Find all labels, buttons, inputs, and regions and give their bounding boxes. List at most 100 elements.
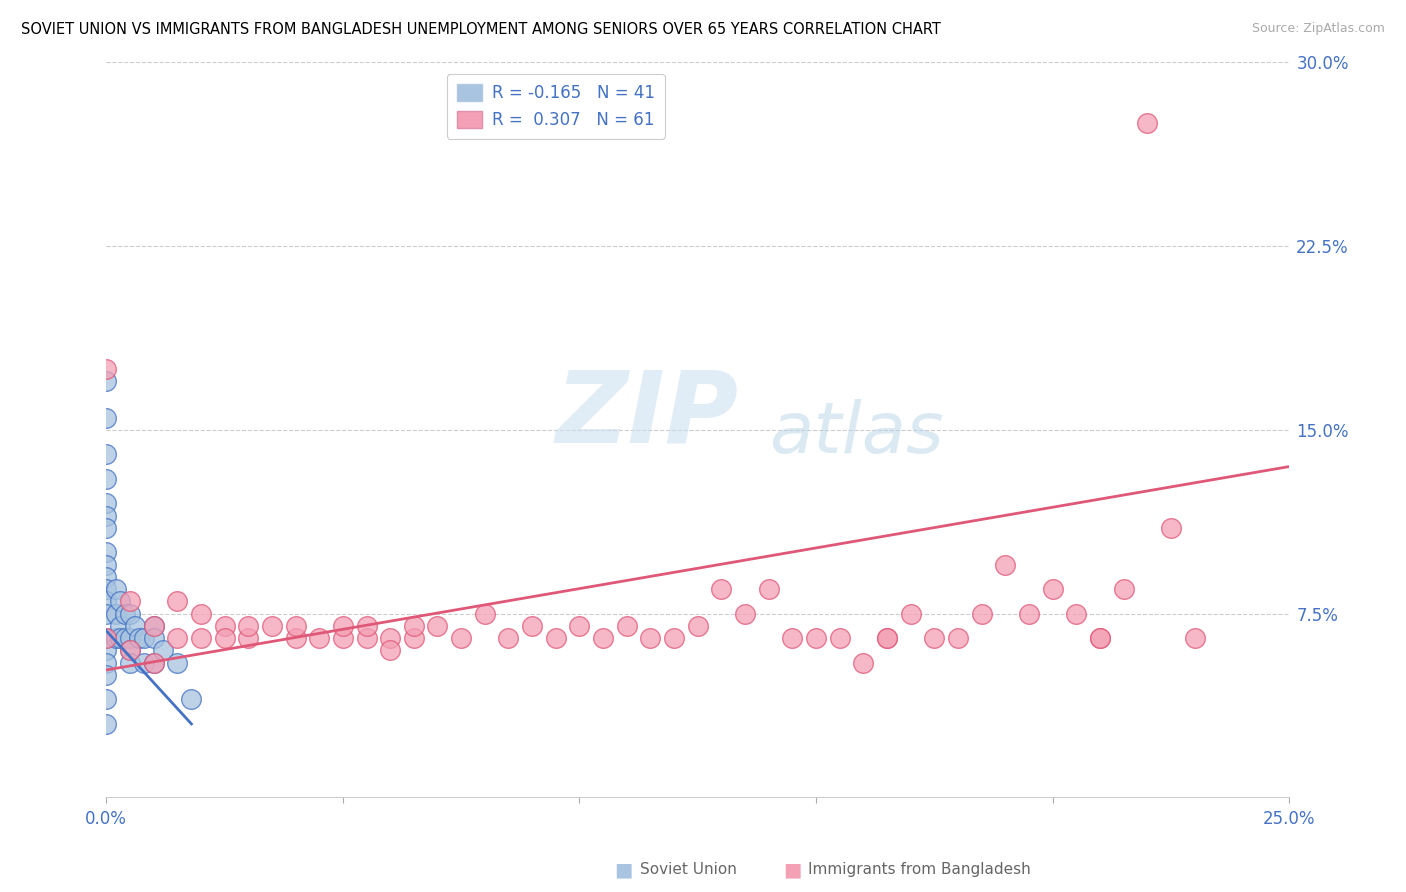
Point xyxy=(544,631,567,645)
Point xyxy=(96,717,118,731)
Point xyxy=(332,619,354,633)
Point xyxy=(734,607,756,621)
Point xyxy=(238,619,260,633)
Point xyxy=(970,607,993,621)
Text: Soviet Union: Soviet Union xyxy=(640,863,737,877)
Point xyxy=(1088,631,1111,645)
Point xyxy=(96,570,118,584)
Point xyxy=(142,619,165,633)
Point xyxy=(96,692,118,706)
Point xyxy=(96,558,118,572)
Point xyxy=(450,631,472,645)
Text: Immigrants from Bangladesh: Immigrants from Bangladesh xyxy=(808,863,1031,877)
Point xyxy=(214,631,236,645)
Point xyxy=(118,594,141,608)
Point xyxy=(96,374,118,388)
Point xyxy=(1088,631,1111,645)
Point xyxy=(474,607,496,621)
Point xyxy=(284,619,307,633)
Point xyxy=(96,496,118,510)
Point xyxy=(96,668,118,682)
Point xyxy=(616,619,638,633)
Point xyxy=(104,582,127,596)
Point xyxy=(592,631,614,645)
Point xyxy=(96,545,118,559)
Point xyxy=(118,643,141,657)
Point xyxy=(782,631,804,645)
Point xyxy=(402,631,425,645)
Point xyxy=(96,521,118,535)
Text: atlas: atlas xyxy=(769,399,943,468)
Point xyxy=(1160,521,1182,535)
Point xyxy=(104,631,127,645)
Point xyxy=(356,631,378,645)
Point xyxy=(426,619,449,633)
Point xyxy=(128,631,150,645)
Point xyxy=(356,619,378,633)
Point xyxy=(142,656,165,670)
Text: ■: ■ xyxy=(614,860,633,880)
Point xyxy=(1184,631,1206,645)
Point xyxy=(96,643,118,657)
Point xyxy=(900,607,922,621)
Text: SOVIET UNION VS IMMIGRANTS FROM BANGLADESH UNEMPLOYMENT AMONG SENIORS OVER 65 YE: SOVIET UNION VS IMMIGRANTS FROM BANGLADE… xyxy=(21,22,941,37)
Point xyxy=(828,631,851,645)
Point xyxy=(1112,582,1135,596)
Point xyxy=(852,656,875,670)
Point xyxy=(758,582,780,596)
Point xyxy=(104,607,127,621)
Point xyxy=(180,692,202,706)
Point xyxy=(96,472,118,486)
Point xyxy=(190,607,212,621)
Point xyxy=(118,607,141,621)
Point xyxy=(96,447,118,461)
Point xyxy=(876,631,898,645)
Point xyxy=(118,656,141,670)
Point xyxy=(568,619,591,633)
Point xyxy=(1136,116,1159,130)
Point xyxy=(662,631,685,645)
Point xyxy=(142,631,165,645)
Point xyxy=(124,619,146,633)
Point xyxy=(378,643,401,657)
Point xyxy=(378,631,401,645)
Point xyxy=(114,607,136,621)
Point xyxy=(142,619,165,633)
Point xyxy=(804,631,827,645)
Point xyxy=(1018,607,1040,621)
Point xyxy=(110,631,132,645)
Point xyxy=(110,619,132,633)
Point xyxy=(238,631,260,645)
Text: ■: ■ xyxy=(783,860,801,880)
Point xyxy=(166,631,188,645)
Point xyxy=(402,619,425,633)
Point xyxy=(142,656,165,670)
Point xyxy=(166,594,188,608)
Point xyxy=(710,582,733,596)
Point xyxy=(132,631,155,645)
Point xyxy=(96,582,118,596)
Point xyxy=(96,410,118,425)
Point xyxy=(1066,607,1088,621)
Point xyxy=(686,619,709,633)
Text: Source: ZipAtlas.com: Source: ZipAtlas.com xyxy=(1251,22,1385,36)
Point xyxy=(96,631,118,645)
Point xyxy=(96,656,118,670)
Point xyxy=(1042,582,1064,596)
Point xyxy=(118,643,141,657)
Point xyxy=(332,631,354,645)
Point xyxy=(308,631,330,645)
Point xyxy=(640,631,662,645)
Point xyxy=(994,558,1017,572)
Point xyxy=(876,631,898,645)
Legend: R = -0.165   N = 41, R =  0.307   N = 61: R = -0.165 N = 41, R = 0.307 N = 61 xyxy=(447,74,665,139)
Point xyxy=(96,607,118,621)
Point xyxy=(924,631,946,645)
Point xyxy=(132,656,155,670)
Point xyxy=(96,631,118,645)
Point xyxy=(166,656,188,670)
Point xyxy=(114,631,136,645)
Point xyxy=(946,631,969,645)
Point xyxy=(520,619,543,633)
Point xyxy=(118,631,141,645)
